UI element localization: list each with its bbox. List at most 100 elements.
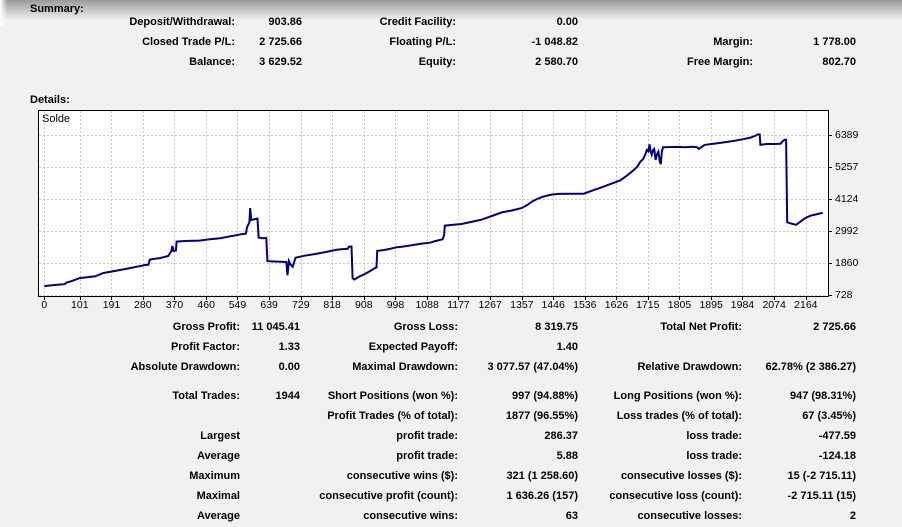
stat-label: Short Positions (won %): (327, 390, 458, 402)
stat-value: 1 778.00 (813, 36, 856, 48)
x-tick-label: 549 (228, 299, 247, 311)
stat-row: Largest profit trade: 286.37 loss trade: -47… (0, 430, 902, 446)
balance-curve (44, 133, 823, 288)
x-tick-label: 0 (41, 299, 48, 311)
stat-value: -124.18 (818, 450, 856, 462)
stat-row: Deposit/Withdrawal: 903.86 Credit Facility… (0, 16, 902, 32)
stat-label: Credit Facility: (379, 16, 456, 28)
stat-row: Profit Factor: 1.33 Expected Payoff: 1.40 (0, 341, 902, 357)
stat-label: Absolute Drawdown: (130, 361, 240, 373)
stat-value: -2 715.11 (15) (787, 490, 857, 502)
window-top-shadow (0, 0, 902, 20)
stat-value: 903.86 (268, 16, 302, 28)
stat-value: 1.40 (556, 341, 578, 353)
stat-label: Average (196, 450, 240, 462)
stat-row: Maximal consecutive profit (count): 1 636.… (0, 490, 902, 506)
stat-value: 947 (98.31%) (789, 390, 856, 402)
x-tick-label: 1267 (478, 299, 502, 311)
stat-label: loss trade: (686, 430, 742, 442)
stat-label: Free Margin: (686, 56, 753, 68)
stat-label: Gross Profit: (172, 321, 240, 333)
stat-label: Equity: (418, 56, 456, 68)
y-tick-label: 2992 (835, 225, 859, 237)
stat-value: 5.88 (556, 450, 578, 462)
stat-value: 321 (1 258.60) (506, 470, 578, 482)
x-tick-label: 280 (134, 299, 152, 311)
x-tick-label: 2074 (762, 299, 786, 311)
x-tick-label: 729 (292, 299, 310, 311)
stat-label: Maximal (196, 490, 240, 502)
x-tick-label: 998 (386, 299, 405, 311)
stat-value: 3 077.57 (47.04%) (487, 361, 578, 373)
x-tick-label: 460 (197, 299, 215, 311)
stat-label: loss trade: (686, 450, 742, 462)
x-tick-label: 101 (71, 299, 89, 311)
stat-row: Average consecutive wins: 63 consecutive lo… (0, 510, 902, 526)
stat-value: 0.00 (278, 361, 300, 373)
window-left-shadow (0, 0, 7, 26)
y-tick-label: 728 (835, 289, 853, 302)
stat-value: 2 580.70 (535, 56, 578, 68)
x-tick-label: 1177 (447, 299, 470, 311)
stat-label: consecutive wins: (363, 510, 458, 522)
x-tick-label: 1984 (730, 299, 755, 311)
stat-value: 2 725.66 (813, 321, 856, 333)
stat-value: 67 (3.45%) (802, 410, 856, 422)
stat-label: Loss trades (% of total): (616, 410, 742, 422)
x-tick-label: 1805 (667, 299, 692, 311)
stat-row: Average profit trade: 5.88 loss trade: -124.… (0, 450, 902, 466)
stat-value: 2 725.66 (259, 36, 302, 48)
stat-value: 2 (849, 510, 856, 522)
stat-label: Maximum (189, 470, 240, 482)
stat-row: Closed Trade P/L: 2 725.66 Floating P/L: -1… (0, 36, 902, 52)
y-tick-label: 6389 (835, 128, 859, 141)
stat-value: 1.33 (278, 341, 300, 353)
balance-chart-svg (38, 110, 832, 300)
stat-label: Margin: (713, 36, 753, 48)
stat-value: -1 048.82 (531, 36, 578, 48)
stat-label: consecutive wins ($): (346, 470, 458, 482)
x-tick-label: 370 (165, 299, 184, 311)
stat-label: Largest (200, 430, 240, 442)
x-tick-label: 1715 (636, 299, 660, 311)
stat-label: consecutive loss (count): (609, 490, 742, 502)
stat-value: 8 319.75 (535, 321, 578, 333)
stat-row: Absolute Drawdown: 0.00 Maximal Drawdown: 3… (0, 361, 902, 377)
stat-row: Gross Profit: 11 045.41 Gross Loss: 8 319.7… (0, 321, 902, 337)
stat-label: Closed Trade P/L: (142, 36, 235, 48)
stat-label: consecutive losses: (637, 510, 742, 522)
stat-value: 286.37 (544, 430, 578, 442)
stat-label: Floating P/L: (389, 36, 456, 48)
balance-chart (38, 110, 833, 302)
y-tick-label: 4124 (835, 192, 859, 205)
stat-label: Relative Drawdown: (637, 361, 742, 373)
x-tick-label: 908 (355, 299, 373, 311)
stat-row: Balance: 3 629.52 Equity: 2 580.70 Free Marg… (0, 56, 902, 72)
stat-value: 63 (565, 510, 578, 522)
stat-value: 997 (94.88%) (511, 390, 578, 402)
y-tick-label: 1860 (835, 257, 859, 270)
x-tick-label: 1088 (415, 299, 439, 311)
stat-label: Expected Payoff: (368, 341, 458, 353)
stat-label: Maximal Drawdown: (352, 361, 458, 373)
stat-label: Profit Factor: (170, 341, 240, 353)
stat-label: Total Trades: (172, 390, 240, 402)
stat-label: consecutive profit (count): (319, 490, 458, 502)
x-tick-label: 2164 (794, 299, 818, 311)
x-tick-label: 1626 (604, 299, 629, 311)
stat-value: 3 629.52 (259, 56, 302, 68)
stat-row: Maximum consecutive wins ($): 321 (1 258.6… (0, 470, 902, 486)
stat-label: Average (196, 510, 240, 522)
x-tick-label: 191 (102, 299, 121, 311)
stat-value: 11 045.41 (251, 321, 300, 333)
x-tick-label: 1536 (573, 299, 597, 311)
stat-label: profit trade: (396, 430, 458, 442)
stat-value: -477.59 (818, 430, 856, 442)
details-heading: Details: (30, 94, 70, 106)
stat-value: 1 636.26 (157) (506, 490, 578, 502)
stat-label: profit trade: (396, 450, 458, 462)
y-tick-label: 5257 (835, 160, 859, 173)
stat-label: Deposit/Withdrawal: (129, 16, 235, 28)
stat-value: 0.00 (556, 16, 578, 28)
